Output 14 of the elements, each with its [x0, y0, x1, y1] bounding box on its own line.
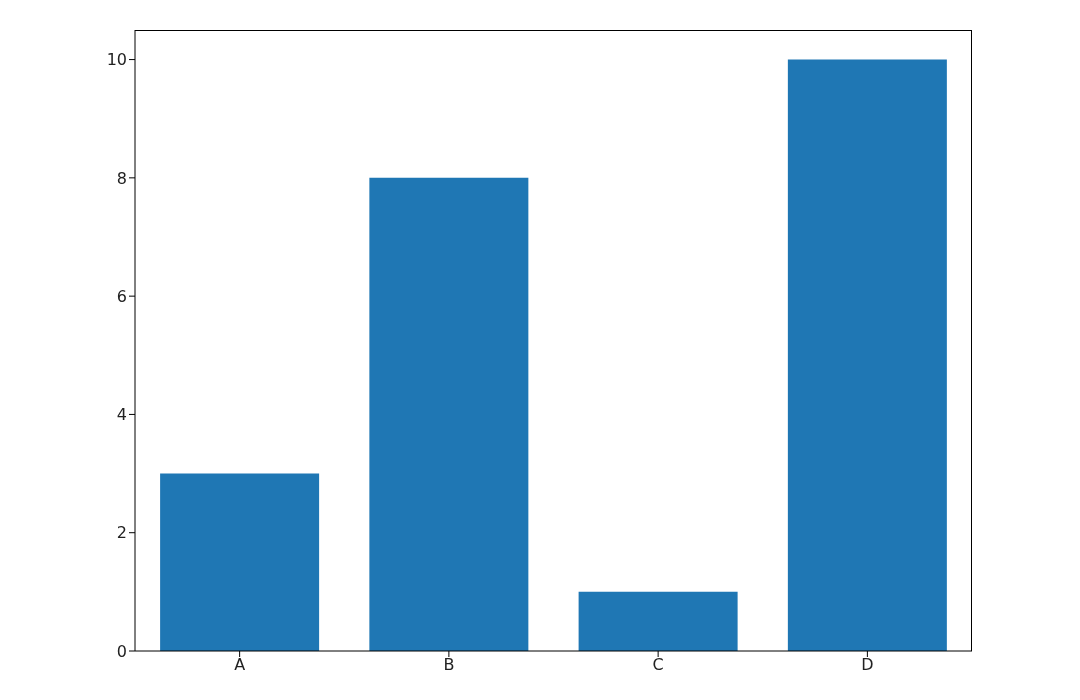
bar [787, 59, 947, 651]
y-tick-label: 0 [116, 641, 127, 661]
y-tick-label: 2 [116, 523, 127, 543]
bar [578, 591, 738, 651]
x-tick-label: A [234, 655, 246, 675]
y-tick-label: 8 [116, 168, 127, 188]
y-tick-label: 4 [116, 405, 127, 425]
x-tick-label: C [652, 655, 664, 675]
y-tick-label: 6 [116, 286, 127, 306]
bar [160, 473, 320, 651]
y-tick-label: 10 [106, 50, 127, 70]
bar [369, 177, 529, 651]
x-tick-label: B [443, 655, 455, 675]
x-tick-label: D [861, 655, 874, 675]
